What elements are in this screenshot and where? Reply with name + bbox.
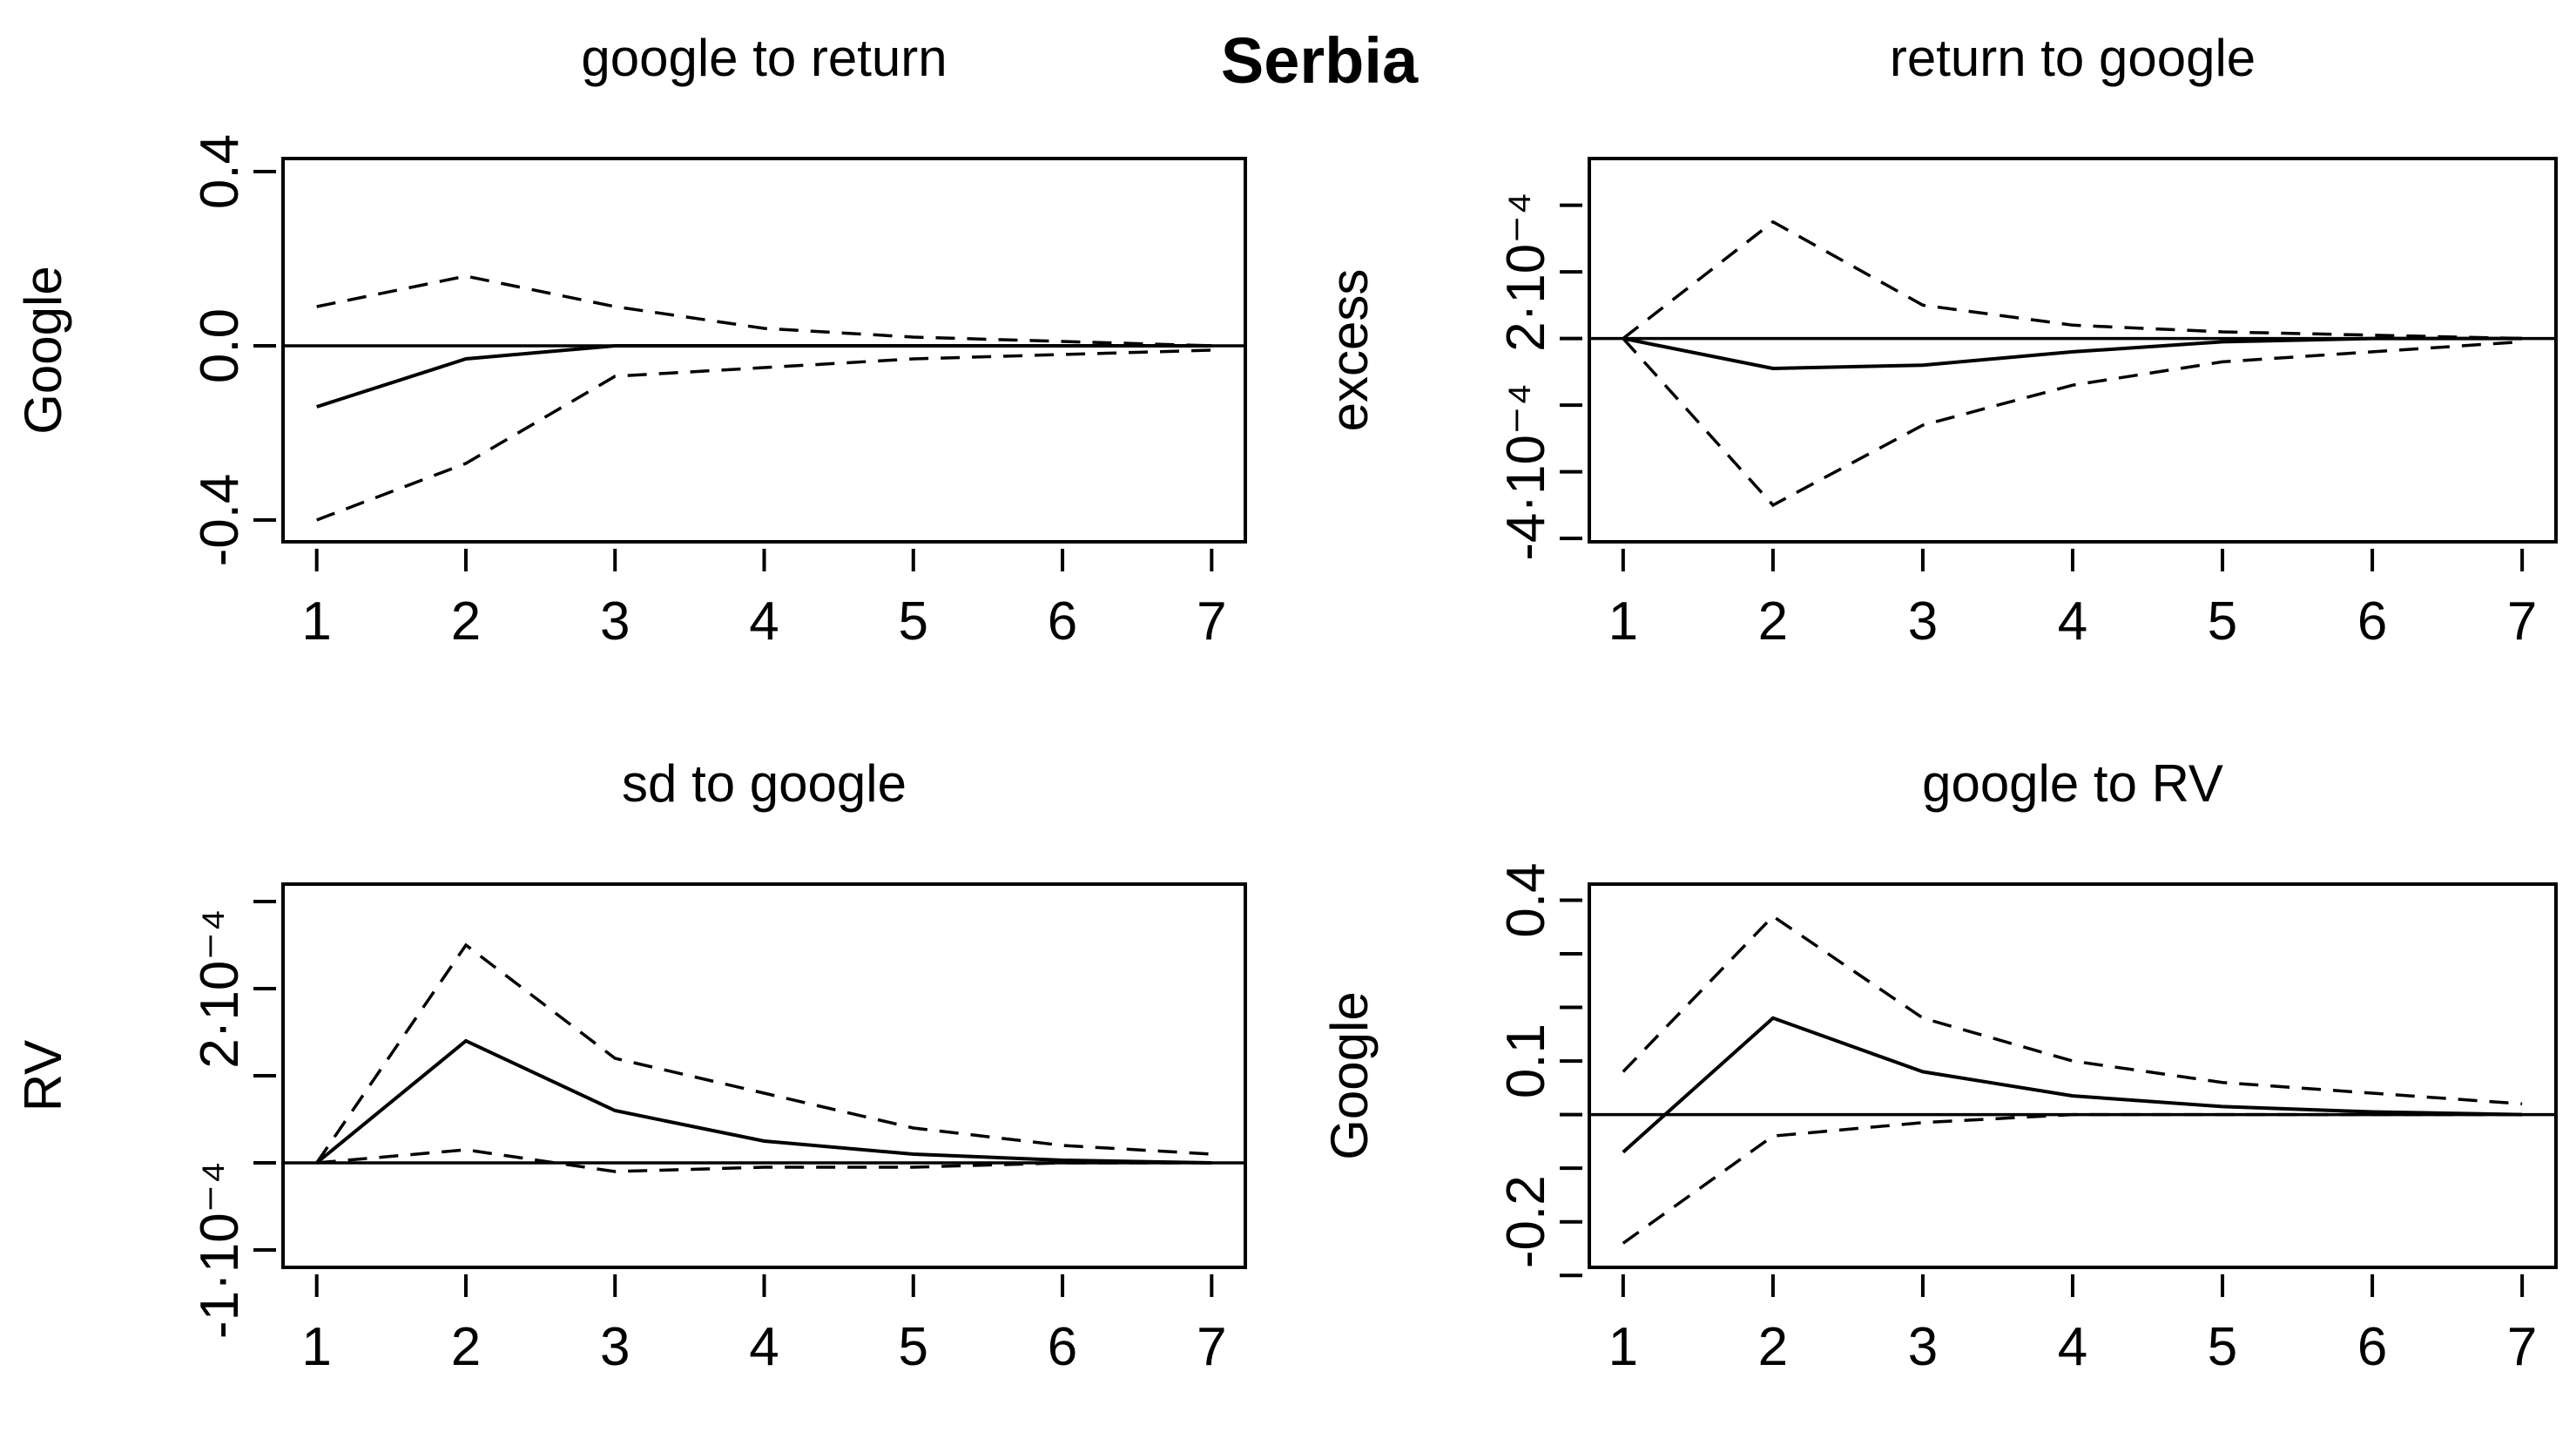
y-tick-label: 0.0 — [190, 308, 250, 383]
x-tick-label: 2 — [1758, 1317, 1788, 1377]
plot-frame — [1588, 157, 2558, 544]
x-tick-label: 3 — [1908, 1317, 1938, 1377]
x-tick-label: 6 — [1048, 1317, 1077, 1377]
y-axis-label: Google — [1320, 991, 1379, 1159]
x-tick-label: 3 — [600, 591, 630, 652]
x-tick-label: 4 — [2058, 591, 2087, 652]
y-tick-label: -1·10⁻⁴ — [190, 1161, 250, 1339]
irf-line — [315, 1038, 1212, 1165]
y-axis-label: Google — [14, 266, 72, 434]
x-tick-label: 1 — [301, 591, 331, 652]
y-tick-label: -0.4 — [190, 474, 250, 567]
plot-frame — [281, 157, 1247, 544]
panel-4: google to RV 1 2 3 4 5 6 7 -0.2 0.1 0.4 Google — [1320, 754, 2558, 1377]
panel-2: return to google 1 2 3 4 5 6 7 -4·10⁻⁴ 2·10⁻⁴ exce… — [1320, 29, 2558, 652]
upper-band-line — [1622, 914, 2523, 1106]
panel-title: return to google — [1890, 29, 2256, 87]
x-tick-label: 1 — [301, 1317, 331, 1377]
lower-band-line — [1622, 1112, 2523, 1245]
upper-band-line — [316, 274, 1212, 348]
irf-line — [1622, 1016, 2523, 1154]
x-tick-label: 6 — [2357, 1317, 2387, 1377]
y-tick-label: 0.1 — [1496, 1023, 1556, 1098]
main-title: Serbia — [1221, 24, 1419, 97]
panel-title: sd to google — [622, 754, 907, 813]
x-tick-label: 1 — [1608, 591, 1638, 652]
y-tick-label: 2·10⁻⁴ — [1496, 192, 1556, 351]
lower-band-line — [1622, 337, 2523, 508]
x-tick-label: 2 — [1758, 591, 1788, 652]
x-tick-label: 4 — [749, 591, 779, 652]
x-tick-label: 5 — [899, 591, 928, 652]
y-tick-label: -4·10⁻⁴ — [1496, 383, 1556, 561]
lower-band-line — [316, 348, 1212, 522]
x-tick-label: 6 — [1048, 591, 1077, 652]
panel-1: google to return 1 2 3 4 5 6 7 -0.4 0.0 0.4 Google — [14, 29, 1247, 652]
x-tick-label: 2 — [451, 1317, 481, 1377]
x-tick-label: 4 — [2058, 1317, 2087, 1377]
plot-frame — [1588, 882, 2558, 1269]
x-tick-label: 7 — [1197, 591, 1226, 652]
panel-3: sd to google 1 2 3 4 5 6 7 -1·10⁻⁴ 2·10⁻⁴ RV — [14, 754, 1247, 1377]
x-tick-label: 5 — [2208, 591, 2237, 652]
lower-band-line — [316, 1148, 1212, 1173]
irf-line — [1622, 336, 2523, 371]
y-axis-label: excess — [1320, 269, 1379, 432]
irf-line — [316, 344, 1212, 409]
y-tick-label: -0.2 — [1496, 1175, 1556, 1268]
x-tick-label: 7 — [2507, 1317, 2537, 1377]
panel-title: google to return — [581, 29, 947, 87]
y-tick-label: 0.4 — [1496, 862, 1556, 937]
x-tick-label: 6 — [2357, 591, 2387, 652]
x-tick-label: 5 — [2208, 1317, 2237, 1377]
x-tick-label: 2 — [451, 591, 481, 652]
upper-band-line — [315, 942, 1212, 1164]
y-tick-label: 2·10⁻⁴ — [190, 909, 250, 1068]
upper-band-line — [1622, 220, 2523, 341]
x-tick-label: 3 — [600, 1317, 630, 1377]
plot-frame — [281, 882, 1247, 1269]
panel-title: google to RV — [1922, 754, 2223, 813]
y-axis-label: RV — [14, 1040, 72, 1111]
x-tick-label: 5 — [899, 1317, 928, 1377]
x-tick-label: 7 — [2507, 591, 2537, 652]
y-tick-label: 0.4 — [190, 134, 250, 209]
x-tick-label: 3 — [1908, 591, 1938, 652]
x-tick-label: 4 — [749, 1317, 779, 1377]
x-tick-label: 7 — [1197, 1317, 1226, 1377]
x-tick-label: 1 — [1608, 1317, 1638, 1377]
